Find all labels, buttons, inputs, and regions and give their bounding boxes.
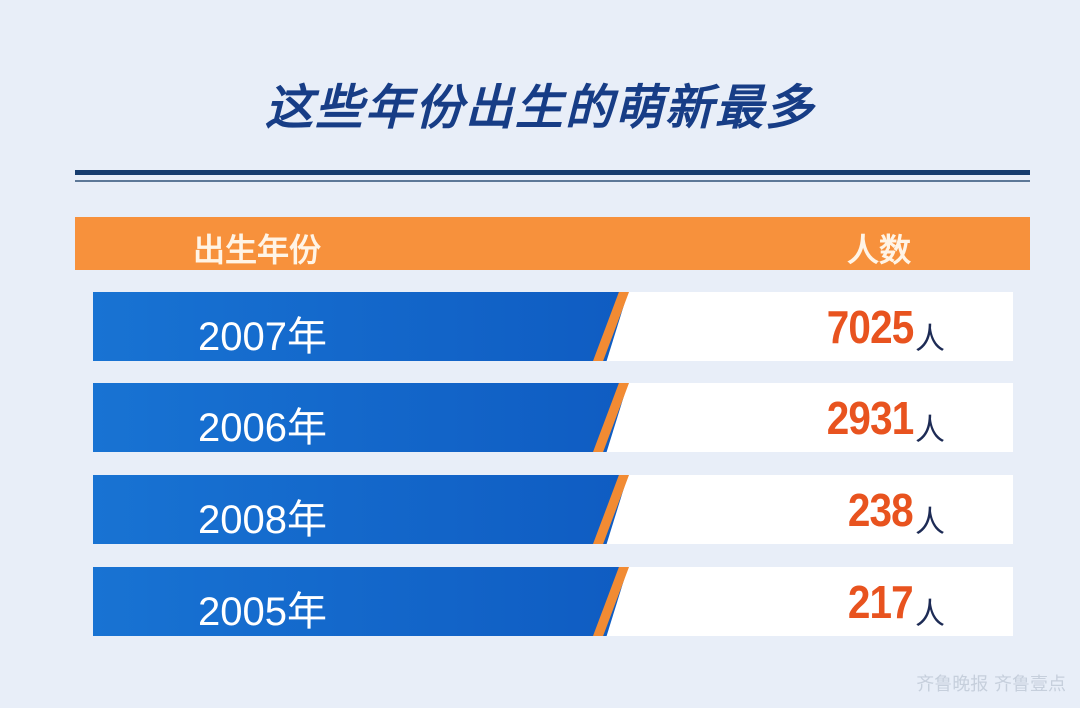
row-year: 2007年: [198, 315, 327, 359]
row-unit: 人: [915, 413, 945, 448]
row-year: 2006年: [198, 406, 327, 450]
table-row: 2007年 7025 人: [93, 292, 1013, 361]
row-year: 2005年: [198, 590, 327, 634]
table-row: 2008年 238 人: [93, 475, 1013, 544]
row-count: 217: [848, 576, 914, 628]
watermark: 齐鲁晚报 齐鲁壹点: [916, 674, 1066, 695]
row-unit: 人: [915, 597, 945, 632]
row-unit: 人: [915, 322, 945, 357]
divider: [75, 180, 1030, 182]
table-row: 2006年 2931 人: [93, 383, 1013, 452]
row-count: 7025: [826, 301, 913, 353]
table-header: 出生年份 人数: [75, 217, 1030, 270]
header-year: 出生年份: [193, 231, 322, 269]
divider: [75, 170, 1030, 175]
page-title: 这些年份出生的萌新最多: [264, 80, 815, 136]
row-year: 2008年: [198, 498, 327, 542]
row-count: 238: [848, 484, 914, 536]
header-count: 人数: [847, 231, 912, 269]
row-unit: 人: [915, 505, 945, 540]
row-count: 2931: [826, 392, 913, 444]
table-row: 2005年 217 人: [93, 567, 1013, 636]
